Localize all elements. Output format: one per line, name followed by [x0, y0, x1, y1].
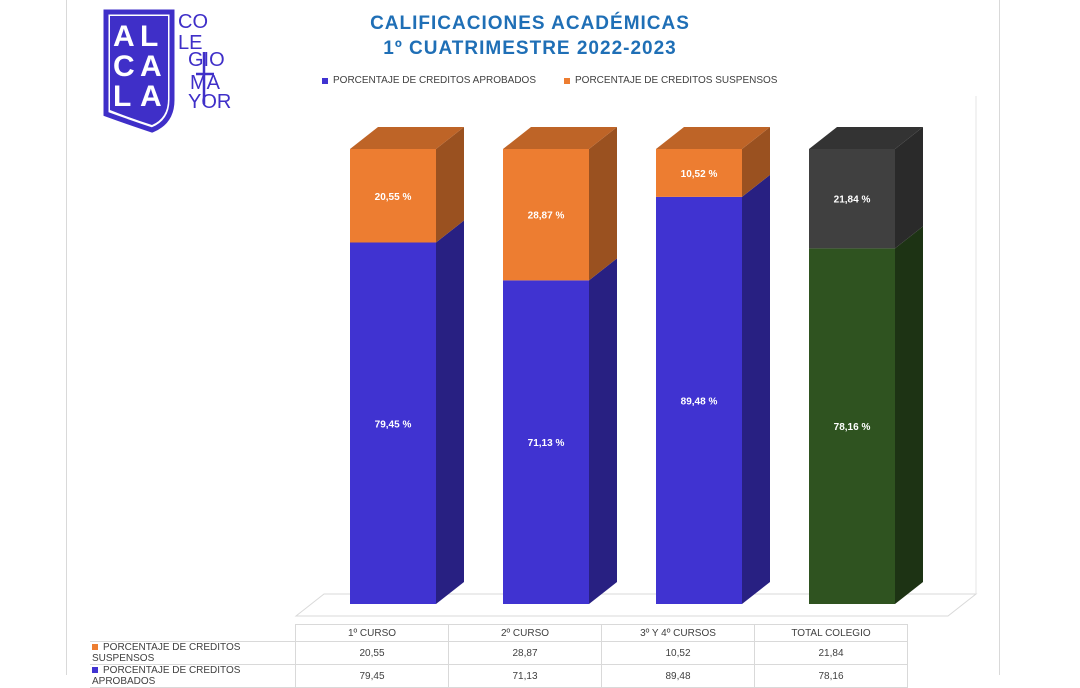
legend-swatch-suspensos	[564, 77, 571, 84]
bar-top	[809, 127, 923, 149]
bar-aprobados	[809, 248, 895, 604]
bar-side-suspensos	[742, 127, 770, 197]
data-table-row-label: PORCENTAJE DE CREDITOS SUSPENSOS	[90, 641, 296, 665]
data-label-suspensos: 20,55 %	[375, 192, 412, 203]
bar-side-aprobados	[436, 220, 464, 604]
data-label-aprobados: 78,16 %	[834, 422, 871, 433]
bar-aprobados	[656, 196, 742, 604]
logo-word: LE	[178, 32, 202, 54]
data-table-cell: 10,52	[601, 641, 755, 665]
logo-word: YOR	[188, 91, 231, 113]
bar-suspensos	[503, 149, 589, 281]
data-table-category: TOTAL COLEGIO	[754, 624, 908, 642]
legend-item-suspensos: PORCENTAJE DE CREDITOS SUSPENSOS	[564, 75, 777, 86]
data-table-cell: 28,87	[448, 641, 602, 665]
data-table-cell: 78,16	[754, 664, 908, 688]
data-table-cell: 20,55	[295, 641, 449, 665]
data-table-category: 3º Y 4º CURSOS	[601, 624, 755, 642]
data-table-header-row: 1º CURSO 2º CURSO 3º Y 4º CURSOS TOTAL C…	[90, 624, 908, 642]
stacked-bar-chart: 79,45 % 20,55 % 71,13 % 28,87 % 89,48 % 10,52…	[294, 96, 978, 617]
colegio-logo: A L C A L A CO LE GIO MA YOR	[103, 9, 231, 133]
data-table-cell: 89,48	[601, 664, 755, 688]
data-table-row-aprobados: PORCENTAJE DE CREDITOS APROBADOS 79,45 7…	[90, 664, 908, 688]
chart-subtitle: 1º CUATRIMESTRE 2022-2023	[383, 38, 677, 59]
chart-bars: 79,45 % 20,55 % 71,13 % 28,87 % 89,48 % 10,52…	[350, 127, 923, 604]
logo-letter: A	[140, 80, 162, 113]
bar-suspensos	[809, 149, 895, 249]
legend-item-aprobados: PORCENTAJE DE CREDITOS APROBADOS	[322, 75, 536, 86]
data-table-row-suspensos: PORCENTAJE DE CREDITOS SUSPENSOS 20,55 2…	[90, 641, 908, 665]
data-label-suspensos: 10,52 %	[681, 169, 718, 180]
bar-side-aprobados	[742, 174, 770, 604]
logo-letter: C	[113, 50, 135, 83]
data-table-category: 2º CURSO	[448, 624, 602, 642]
logo-letter: L	[113, 80, 131, 113]
row-label-text: PORCENTAJE DE CREDITOS SUSPENSOS	[92, 642, 241, 664]
bar-side-suspensos	[895, 127, 923, 249]
data-table-category: 1º CURSO	[295, 624, 449, 642]
legend-swatch-aprobados	[322, 77, 328, 84]
bar-side-aprobados	[895, 226, 923, 604]
data-label-aprobados: 71,13 %	[528, 438, 565, 449]
data-table: 1º CURSO 2º CURSO 3º Y 4º CURSOS TOTAL C…	[90, 624, 908, 688]
row-label-text: PORCENTAJE DE CREDITOS APROBADOS	[92, 665, 241, 687]
bar-side-suspensos	[589, 127, 617, 281]
bar-aprobados	[350, 242, 436, 604]
logo-word: CO	[178, 11, 208, 33]
chart-floor	[294, 96, 978, 617]
logo-word: GIO	[188, 49, 225, 71]
data-table-row-label: PORCENTAJE DE CREDITOS APROBADOS	[90, 664, 296, 688]
table-key-suspensos	[92, 644, 98, 651]
chart-frame	[66, 0, 1000, 675]
bar-top	[350, 127, 464, 149]
logo-letter: A	[113, 20, 135, 53]
legend-label: PORCENTAJE DE CREDITOS APROBADOS	[333, 75, 537, 86]
logo-word: MA	[190, 72, 221, 94]
legend-label: PORCENTAJE DE CREDITOS SUSPENSOS	[575, 75, 778, 86]
data-label-aprobados: 79,45 %	[375, 419, 412, 430]
data-table-cell: 71,13	[448, 664, 602, 688]
logo-letter: L	[140, 20, 158, 53]
data-label-aprobados: 89,48 %	[681, 396, 718, 407]
data-table-cell: 79,45	[295, 664, 449, 688]
bar-top	[503, 127, 617, 149]
bar-suspensos	[656, 149, 742, 197]
data-table-corner	[90, 624, 296, 642]
table-key-aprobados	[92, 667, 98, 674]
bar-side-aprobados	[589, 258, 617, 604]
bar-side-suspensos	[436, 127, 464, 243]
data-label-suspensos: 21,84 %	[834, 195, 871, 206]
legend: PORCENTAJE DE CREDITOS APROBADOS PORCENT…	[322, 75, 777, 86]
data-label-suspensos: 28,87 %	[528, 211, 565, 222]
chart-title: CALIFICACIONES ACADÉMICAS	[370, 13, 690, 34]
logo-letter: A	[140, 50, 162, 83]
bar-aprobados	[503, 280, 589, 604]
bar-top	[656, 127, 770, 149]
data-table-cell: 21,84	[754, 641, 908, 665]
bar-suspensos	[350, 149, 436, 243]
